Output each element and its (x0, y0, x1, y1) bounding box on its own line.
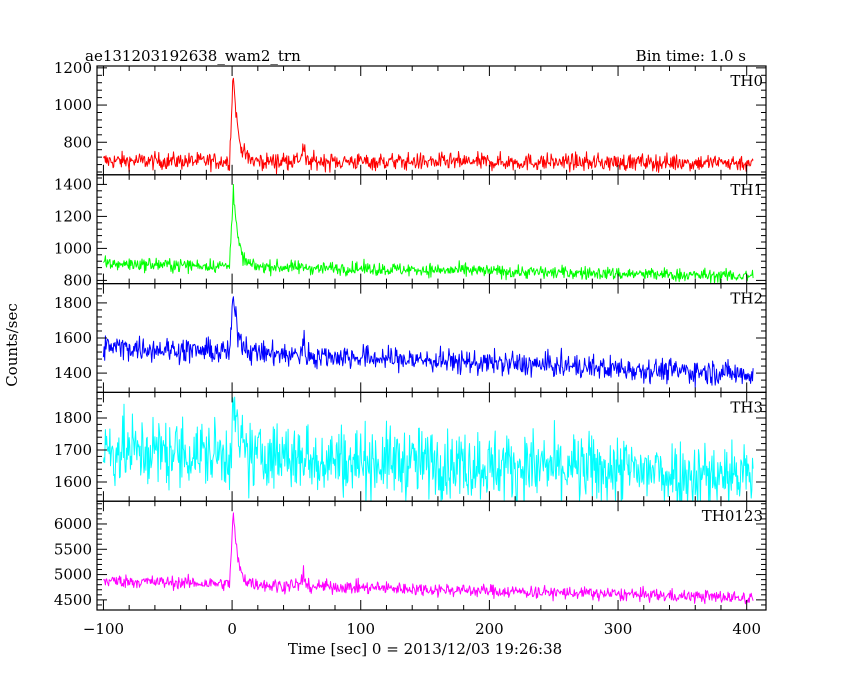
x-tick-label: 0 (227, 620, 237, 638)
panels-group: 800 1000 1200 TH0 800 1000 1200 1400 TH1 1400 1600… (54, 59, 767, 611)
panel-label: TH2 (730, 290, 763, 308)
panel-th2: 1400 1600 1800 TH2 (54, 283, 767, 394)
panel-th0123: 4500 5000 5500 6000 TH0123 (54, 500, 767, 611)
chart-title-left: ae131203192638_wam2_trn (85, 47, 301, 65)
trace-th2 (102, 296, 754, 388)
x-tick-label: 100 (346, 620, 375, 638)
y-tick-label: 1000 (54, 239, 92, 257)
y-tick-label: 1600 (54, 329, 92, 347)
trace-th0 (102, 77, 754, 175)
y-tick-label: 1000 (54, 96, 92, 114)
y-tick-label: 1800 (54, 294, 92, 312)
panel-frame (96, 500, 767, 611)
y-axis-title: Counts/sec (3, 303, 21, 387)
panel-label: TH1 (730, 181, 763, 199)
y-tick-label: 800 (63, 271, 92, 289)
y-tick-label: 1600 (54, 473, 92, 491)
x-axis-title: Time [sec] 0 = 2013/12/03 19:26:38 (288, 640, 562, 658)
y-tick-label: 5000 (54, 566, 92, 584)
panel-frame (96, 283, 767, 394)
x-axis: −100 0 100 200 300 400 (83, 620, 761, 638)
panel-th3: 1600 1700 1800 TH3 (54, 391, 767, 502)
y-tick-label: 5500 (54, 540, 92, 558)
y-tick-label: 1700 (54, 441, 92, 459)
x-tick-label: 300 (604, 620, 633, 638)
panel-th1: 800 1000 1200 1400 TH1 (54, 174, 767, 289)
x-tick-label: 200 (475, 620, 504, 638)
trace-th3 (102, 396, 754, 502)
trace-th1 (103, 184, 754, 284)
y-tick-label: 1400 (54, 364, 92, 382)
x-tick-label: 400 (732, 620, 761, 638)
y-tick-label: 1800 (54, 409, 92, 427)
y-tick-label: 800 (63, 133, 92, 151)
chart-title-right: Bin time: 1.0 s (636, 47, 746, 65)
y-tick-label: 6000 (54, 515, 92, 533)
y-tick-label: 1400 (54, 175, 92, 193)
panel-label: TH0 (730, 72, 763, 90)
panel-label: TH3 (730, 398, 763, 416)
x-tick-label: −100 (83, 620, 124, 638)
panel-label: TH0123 (702, 507, 763, 525)
y-tick-label: 1200 (54, 207, 92, 225)
y-tick-label: 4500 (54, 591, 92, 609)
y-tick-label: 1200 (54, 59, 92, 77)
panel-th0: 800 1000 1200 TH0 (54, 59, 767, 176)
trace-th0123 (103, 512, 754, 605)
